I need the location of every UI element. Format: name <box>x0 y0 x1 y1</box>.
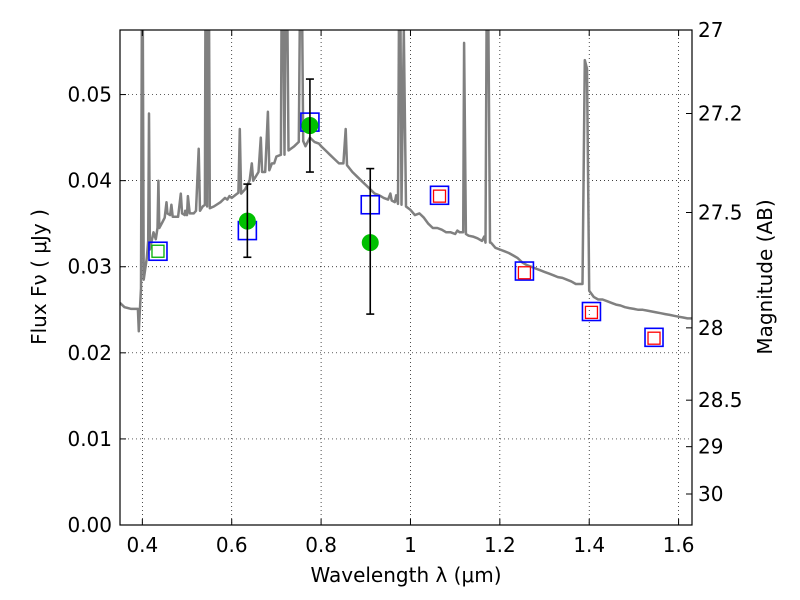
photometry-point-square <box>151 244 165 258</box>
model-photometry-square <box>148 241 168 262</box>
y2-tick-label: 28 <box>698 316 723 340</box>
sed-model-line <box>120 30 692 333</box>
model-photometry-square <box>514 261 535 281</box>
x-axis-title: Wavelength λ (μm) <box>310 563 501 587</box>
model-photometry-square <box>581 301 602 322</box>
plot-frame <box>119 29 693 526</box>
y2-tick-label: 28.5 <box>698 388 743 412</box>
y-tick-label: 0.02 <box>67 341 112 365</box>
y2-tick-label: 27.2 <box>698 102 743 126</box>
y-tick-label: 0.05 <box>67 83 112 107</box>
x-tick-label: 1.6 <box>663 533 695 557</box>
photometry-point-square <box>432 189 447 203</box>
x-tick-label: 1.2 <box>484 533 516 557</box>
photometry-point-square <box>647 331 661 345</box>
ticks: 0.4 0.6 0.8 1 1.2 1.4 1.6 0.00 0.01 0.02 0.03 0.04 0… <box>67 18 742 557</box>
y-tick-label: 0.00 <box>67 513 112 537</box>
y2-tick-label: 27.5 <box>698 201 743 225</box>
y2-tick-label: 30 <box>698 482 723 506</box>
x-tick-label: 1.4 <box>573 533 605 557</box>
y-tick-label: 0.01 <box>67 427 112 451</box>
y2-axis-title: Magnitude (AB) <box>753 199 777 354</box>
x-tick-label: 0.6 <box>216 533 248 557</box>
y2-tick-label: 27 <box>698 18 723 42</box>
x-tick-label: 0.8 <box>305 533 337 557</box>
y2-tick-label: 29 <box>698 435 723 459</box>
photometry-point-square <box>517 266 532 280</box>
x-tick-label: 0.4 <box>126 533 158 557</box>
model-photometry-square <box>644 327 664 348</box>
model-photometry-square <box>429 185 450 206</box>
data-layer <box>120 30 692 348</box>
photometry-point-square <box>584 305 599 320</box>
y-axis-title: Flux Fν ( μJy ) <box>27 209 51 345</box>
x-tick-label: 1 <box>404 533 417 557</box>
y-tick-label: 0.03 <box>67 255 112 279</box>
y-tick-label: 0.04 <box>67 169 112 193</box>
